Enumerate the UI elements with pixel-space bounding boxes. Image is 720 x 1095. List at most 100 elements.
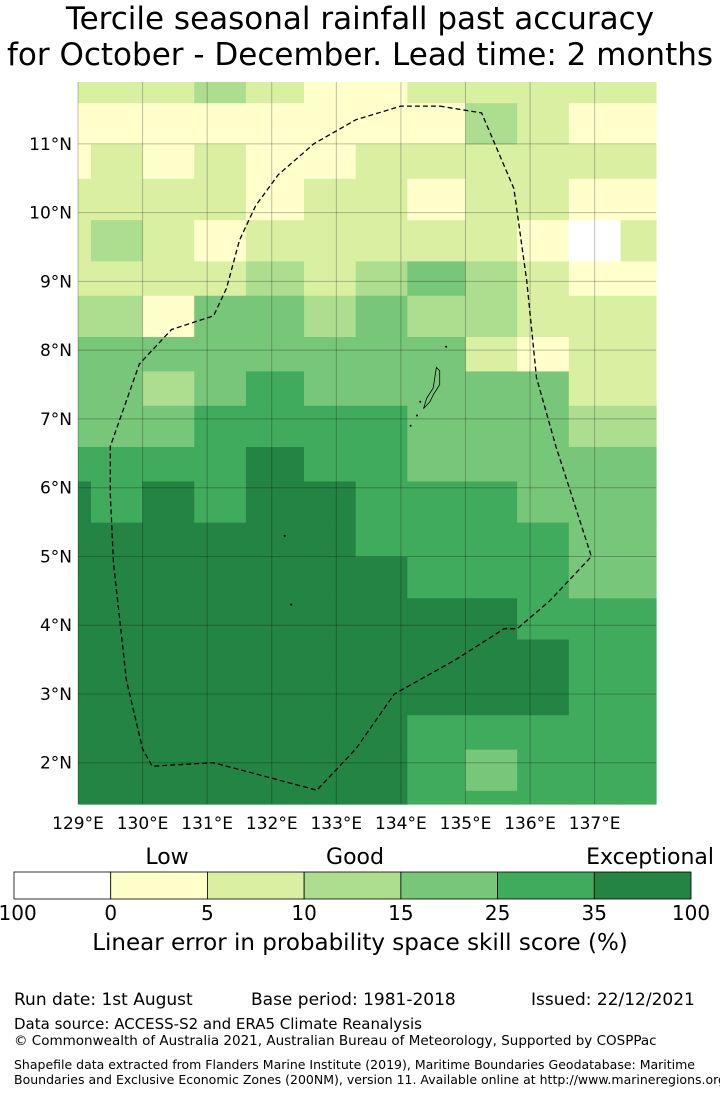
skill-cell [142,638,195,674]
skill-cell [142,219,195,262]
skill-cell [407,370,467,406]
skill-cell [568,446,622,482]
skill-cell [517,638,570,674]
skill-cell [304,82,357,104]
skill-cell [517,714,570,750]
skill-cell [90,597,144,640]
skill-cell [304,556,357,599]
skill-cell [90,446,144,482]
skill-cell [620,295,657,338]
skill-cell [620,597,657,640]
skill-cell [245,336,305,372]
skill-cell [245,102,305,145]
skill-cell [142,556,195,599]
skill-cell [355,597,408,640]
skill-cell [78,102,92,145]
skill-cell [194,673,247,716]
skill-cell [194,597,247,640]
skill-cell [142,370,195,406]
skill-cell [465,336,518,372]
skill-cell [245,82,305,104]
skill-cell [407,219,467,262]
skill-cell [568,336,622,372]
skill-cell [568,295,622,338]
skill-cell [245,638,305,674]
skill-cell [245,178,305,221]
skill-cell [620,336,657,372]
skill-cell [465,143,518,179]
lat-tick-label: 7°N [40,410,72,430]
lat-tick-label: 11°N [29,135,72,155]
skill-cell [620,219,657,262]
skill-cell [355,260,408,296]
skill-cell [465,295,518,338]
skill-cell [407,638,467,674]
skill-cell [194,405,247,448]
graticule-lines [77,82,656,804]
skill-cell [355,295,408,338]
skill-cell [90,748,144,791]
skill-cell [304,143,357,179]
skill-cell [568,714,622,750]
skill-cell [355,102,408,145]
skill-cell [517,405,570,448]
skill-cell [194,295,247,338]
skill-cell [194,102,247,145]
colorbar-box [497,871,595,900]
skill-cell [90,336,144,372]
skill-cell [142,790,195,805]
skill-cell [78,178,92,221]
small-island [445,345,448,348]
skill-cell [304,748,357,791]
colorbar-tick-label: 25 [485,901,510,925]
colorbar-tick-label: 35 [582,901,607,925]
skill-cell [78,638,92,674]
skill-cell [517,82,570,104]
skill-cell [304,178,357,221]
skill-cell [245,522,305,558]
skill-cell [245,748,305,791]
skill-cell [245,446,305,482]
skill-cell [355,178,408,221]
skill-cell [142,102,195,145]
lat-tick-label: 5°N [40,547,72,567]
skill-cell [465,673,518,716]
skill-cell [78,295,92,338]
skill-cell [78,673,92,716]
skill-cell [620,714,657,750]
skill-cell [620,638,657,674]
skill-cell [407,556,467,599]
lat-tick-label: 6°N [40,479,72,499]
skill-cell [142,143,195,179]
colorbar-title: Linear error in probability space skill … [92,930,628,956]
skill-cell [407,143,467,179]
skill-cell [78,370,92,406]
skill-cell [465,219,518,262]
colorbar-tick-label: 15 [388,901,413,925]
skill-cell [465,480,518,523]
skill-cell [568,638,622,674]
skill-cell [194,748,247,791]
skill-cell [355,790,408,805]
skill-cell [142,260,195,296]
skill-cell [304,260,357,296]
lat-tick-label: 8°N [40,341,72,361]
skill-cell [245,370,305,406]
skill-cell [517,480,570,523]
skill-cell [194,522,247,558]
skill-cell [78,714,92,750]
skill-cell [407,748,467,791]
skill-cell [194,178,247,221]
skill-cell [304,522,357,558]
longitude-tick-labels: 129°E 130°E 131°E 132°E 133°E 134°E 135°E 136°E… [52,814,620,834]
skill-cell [304,597,357,640]
skill-cell [517,673,570,716]
skill-cell [568,673,622,716]
skill-cell [78,790,92,805]
map-title-line-1: Tercile seasonal rainfall past accuracy [65,1,655,37]
skill-cell [245,219,305,262]
skill-cell [517,597,570,640]
skill-cell [568,219,622,262]
skill-cell [245,405,305,448]
skill-cell [355,714,408,750]
